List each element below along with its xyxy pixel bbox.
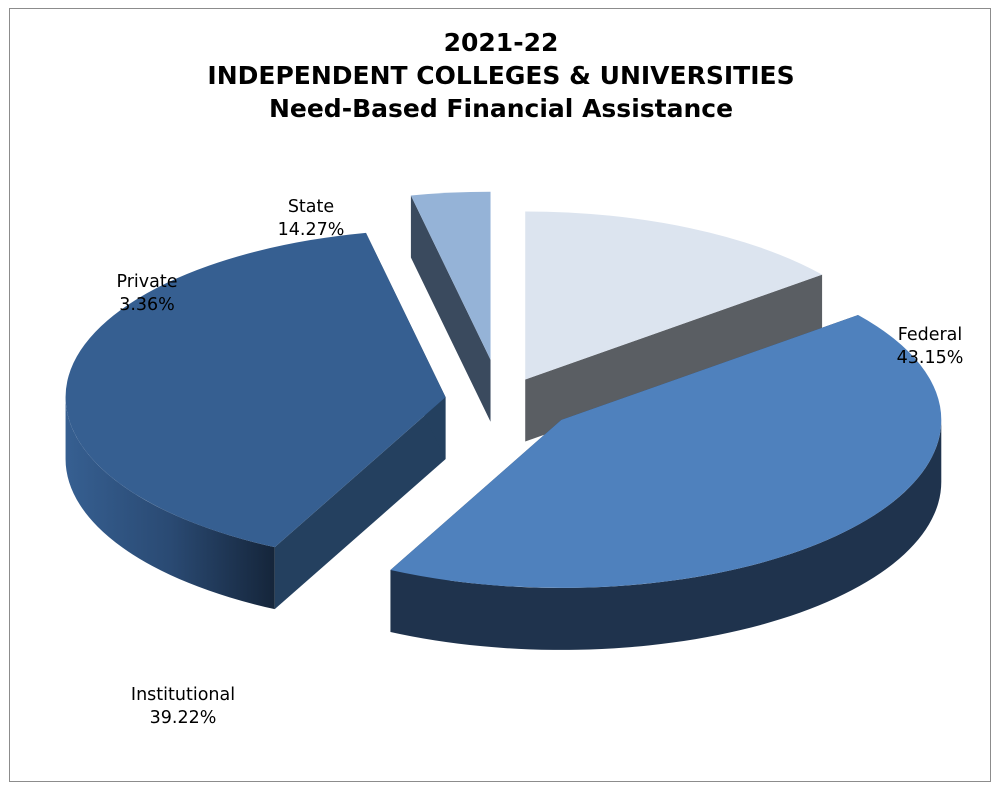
label-private-name: Private <box>116 272 177 292</box>
slice-institutional-top <box>65 232 446 548</box>
slice-state-top <box>525 211 823 380</box>
chart-title: 2021-22 INDEPENDENT COLLEGES & UNIVERSIT… <box>0 26 1002 125</box>
pie-slices <box>65 191 942 650</box>
slice-federal-top <box>390 315 942 588</box>
slice-institutional <box>65 232 446 610</box>
slice-private-wall-start <box>410 195 491 422</box>
label-state-percent: 14.27% <box>278 220 345 240</box>
slice-private-top <box>410 191 491 360</box>
label-federal-percent: 43.15% <box>897 348 964 368</box>
slice-institutional-wall-start <box>274 397 446 610</box>
chart-title-line-1: 2021-22 <box>443 28 559 57</box>
pie-labels: State 14.27% Federal 43.15% Institutional 39.… <box>116 197 963 728</box>
label-private-percent: 3.36% <box>119 295 175 315</box>
chart-title-line-2: INDEPENDENT COLLEGES & UNIVERSITIES <box>207 61 795 90</box>
label-federal-name: Federal <box>898 325 963 345</box>
slice-private <box>410 191 491 422</box>
label-state-name: State <box>288 197 334 217</box>
label-institutional-name: Institutional <box>131 685 235 705</box>
slice-institutional-side <box>65 397 275 610</box>
slice-federal-side <box>390 419 942 650</box>
slice-state <box>525 211 823 442</box>
slice-federal <box>390 315 942 650</box>
chart-title-line-3: Need-Based Financial Assistance <box>268 94 734 123</box>
label-institutional-percent: 39.22% <box>150 708 217 728</box>
slice-state-wall-end <box>525 274 823 442</box>
